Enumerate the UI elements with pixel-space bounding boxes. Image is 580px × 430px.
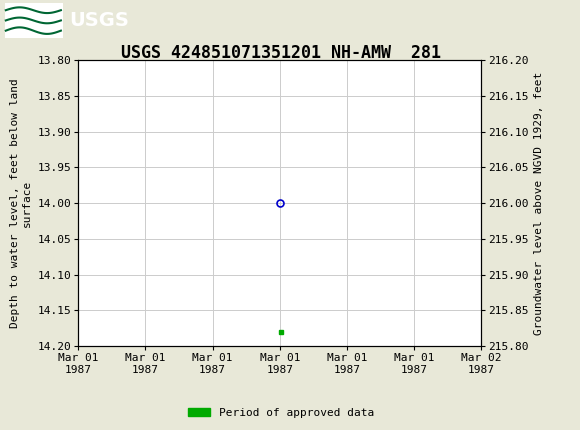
Text: USGS: USGS [70, 11, 129, 30]
Bar [5, 3, 63, 38]
Y-axis label: Depth to water level, feet below land
surface: Depth to water level, feet below land su… [10, 78, 32, 328]
Legend: Period of approved data: Period of approved data [184, 403, 379, 422]
Y-axis label: Groundwater level above NGVD 1929, feet: Groundwater level above NGVD 1929, feet [534, 71, 545, 335]
Text: USGS 424851071351201 NH-AMW  281: USGS 424851071351201 NH-AMW 281 [121, 44, 441, 62]
